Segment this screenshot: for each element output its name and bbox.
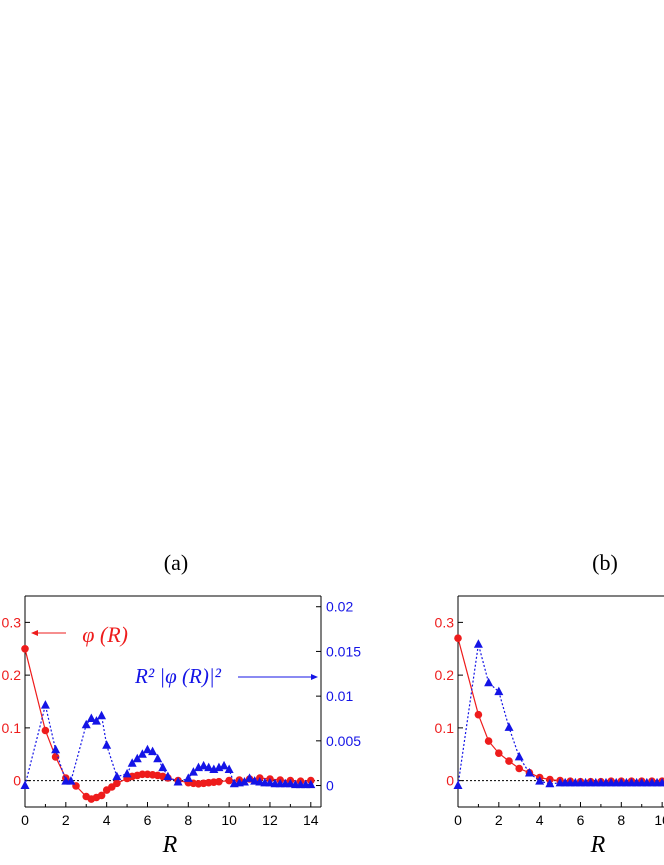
- right-y-tick-label: 0.02: [326, 599, 353, 615]
- phi-arrowhead: [31, 630, 38, 636]
- density-data-point: [199, 760, 209, 770]
- phi-data-point: [97, 791, 106, 800]
- density-data-point: [657, 777, 664, 787]
- x-tick-label: 10: [654, 812, 664, 828]
- x-tick-label: 6: [577, 812, 585, 828]
- phi-data-point: [484, 737, 493, 745]
- density-annotation: R² |φ (R)|²: [134, 664, 222, 688]
- density-data-point: [183, 773, 193, 782]
- density-data-point: [142, 744, 152, 754]
- density-data-point: [97, 710, 107, 720]
- phi-data-point: [505, 757, 513, 765]
- density-data-point: [494, 686, 504, 696]
- right-y-tick-label: 0.005: [326, 733, 361, 749]
- x-tick-label: 8: [617, 812, 625, 828]
- left-y-tick-label: 0.2: [2, 667, 22, 683]
- phi-data-point: [454, 634, 462, 642]
- phi-data-point: [41, 726, 50, 735]
- phi-data-point: [515, 764, 523, 773]
- panel-b-plot: 0 0.1 0.2 0.3 0 2 4 6 8 10: [435, 595, 664, 828]
- density-data-point: [473, 639, 483, 648]
- left-y-tick-label: 0.2: [435, 667, 455, 683]
- density-data-point: [188, 767, 198, 776]
- phi-data-point: [21, 645, 29, 653]
- density-data-point: [51, 744, 61, 754]
- density-data-point: [127, 758, 137, 767]
- density-arrowhead: [311, 674, 318, 680]
- density-data-point: [91, 716, 101, 725]
- density-data-point: [524, 768, 534, 777]
- density-data-point: [102, 740, 112, 749]
- density-data-point: [66, 776, 76, 785]
- phi-data-point: [51, 753, 60, 761]
- density-data-point: [81, 719, 91, 729]
- x-tick-label: 4: [536, 812, 544, 828]
- density-series-line: [457, 644, 664, 786]
- right-y-tick-label: 0.015: [326, 643, 361, 659]
- phi-data-point: [495, 749, 503, 757]
- left-y-tick-label: 0.1: [435, 720, 455, 736]
- x-tick-label: 2: [62, 812, 70, 828]
- density-data-point: [453, 780, 463, 790]
- x-tick-label: 2: [495, 812, 503, 828]
- phi-data-point: [474, 710, 483, 719]
- density-data-point: [137, 749, 147, 758]
- panel-a-title: (a): [164, 550, 188, 575]
- density-data-point: [245, 773, 255, 782]
- phi-annotation: φ (R): [82, 622, 128, 647]
- density-data-point: [239, 776, 249, 786]
- left-y-tick-label: 0: [13, 773, 21, 789]
- left-y-tick-label: 0.3: [435, 614, 455, 630]
- density-data-point: [132, 753, 142, 763]
- density-data-point: [484, 677, 494, 687]
- panel-a-x-axis-label: R: [162, 832, 178, 858]
- panel-a-plot: 0 0.1 0.2 0.3 0 0.005 0.01 0.015 0.02 0 2 4 6 8 10 12 14: [2, 595, 361, 828]
- density-data-point: [545, 778, 555, 788]
- left-y-tick-label: 0.3: [2, 614, 22, 630]
- panel-b-title: (b): [592, 550, 618, 575]
- phi-data-point: [215, 777, 223, 786]
- density-data-point: [306, 779, 316, 789]
- x-tick-label: 14: [303, 812, 319, 828]
- density-data-point: [40, 700, 50, 709]
- right-y-tick-label: 0.01: [326, 688, 353, 704]
- left-y-tick-label: 0.1: [2, 720, 22, 736]
- x-tick-label: 0: [454, 812, 462, 828]
- density-data-point: [204, 762, 214, 772]
- left-y-tick-label: 0: [446, 773, 454, 789]
- phi-data-point: [225, 776, 233, 785]
- x-tick-label: 4: [103, 812, 111, 828]
- density-data-point: [504, 722, 514, 731]
- panel-a: (a) R φ (R) R² |φ (R)|²: [31, 550, 318, 858]
- density-data-point: [148, 746, 158, 756]
- panel-b: (b) R: [590, 550, 618, 858]
- density-data-point: [514, 751, 524, 761]
- x-tick-label: 0: [21, 812, 29, 828]
- density-data-point: [173, 776, 183, 786]
- density-data-point: [158, 762, 168, 772]
- right-y-tick-label: 0: [326, 778, 334, 794]
- panel-b-x-axis-label: R: [590, 832, 606, 858]
- density-data-point: [86, 713, 96, 722]
- density-data-point: [535, 776, 545, 785]
- x-tick-label: 10: [221, 812, 237, 828]
- x-tick-label: 6: [144, 812, 152, 828]
- density-data-point: [163, 771, 173, 781]
- density-data-point: [219, 760, 229, 770]
- density-data-point: [122, 768, 132, 778]
- phi-series-line: [457, 638, 663, 783]
- density-data-point: [153, 753, 163, 763]
- x-tick-label: 12: [262, 812, 278, 828]
- density-data-point: [112, 771, 122, 781]
- x-tick-label: 8: [184, 812, 192, 828]
- phi-data-point: [113, 779, 121, 788]
- density-data-point: [20, 780, 30, 790]
- density-data-point: [224, 764, 234, 773]
